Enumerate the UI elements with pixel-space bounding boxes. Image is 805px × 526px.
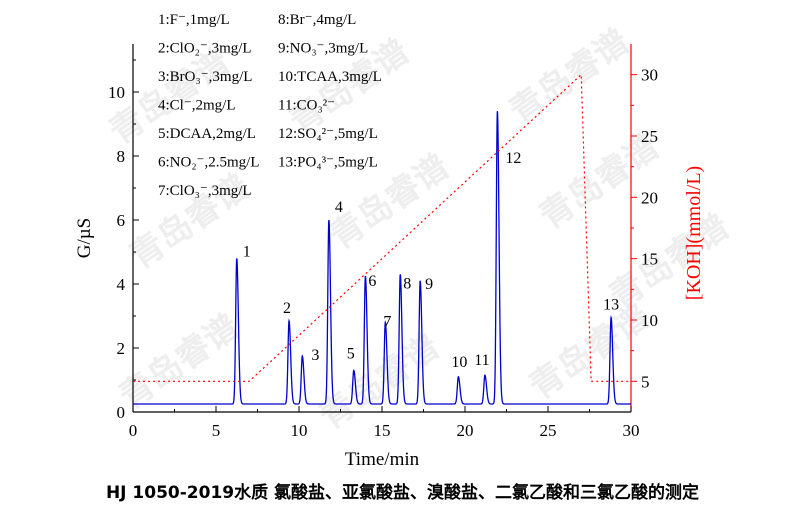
annotation-item: 13:PO₄³⁻,5mg/L	[278, 155, 378, 171]
watermark-text: 青岛睿谱	[112, 307, 246, 418]
x-tick-label: 25	[540, 421, 557, 440]
x-axis-title: Time/min	[345, 449, 420, 470]
annotation-item: 12:SO₄²⁻,5mg/L	[278, 126, 378, 142]
y2-tick-label: 25	[641, 127, 658, 146]
y-tick-label: 2	[117, 339, 126, 358]
x-tick-label: 5	[212, 421, 221, 440]
annotation-list: 1:F⁻,1mg/L 2:ClO₂⁻,3mg/L 3:BrO₃⁻,3mg/L 4:Cl…	[158, 12, 382, 199]
annotation-item: 6:NO₂⁻,2.5mg/L	[158, 155, 259, 171]
y2-tick-label: 20	[641, 188, 658, 207]
y-tick-label: 10	[108, 83, 125, 102]
annotation-item: 1:F⁻,1mg/L	[158, 12, 230, 28]
watermark-text: 青岛睿谱	[502, 22, 636, 133]
y-tick-label: 4	[117, 275, 126, 294]
annotation-item: 2:ClO₂⁻,3mg/L	[158, 41, 252, 57]
annotation-item: 4:Cl⁻,2mg/L	[158, 98, 236, 114]
peak-label: 4	[335, 199, 343, 216]
y2-tick-label: 10	[641, 311, 658, 330]
chromatogram-line	[133, 111, 631, 405]
peak-label: 2	[283, 300, 291, 317]
peak-label: 6	[368, 273, 376, 290]
peak-label: 7	[383, 313, 391, 330]
annotation-item: 7:ClO₃⁻,3mg/L	[158, 183, 252, 199]
peak-label: 12	[505, 150, 521, 167]
y2-axis-title: [KOH](mmol/L)	[683, 166, 705, 300]
y-tick-label: 8	[117, 147, 126, 166]
peak-label: 1	[243, 243, 251, 260]
axes: 0 5 10 15 20 25 30024681051015202530Time/minG/…	[74, 44, 705, 470]
annotation-item: 10:TCAA,3mg/L	[278, 69, 382, 85]
annotation-item: 9:NO₃⁻,3mg/L	[278, 41, 368, 57]
x-tick-label: 10	[291, 421, 308, 440]
peak-label: 3	[311, 347, 319, 364]
x-tick-label: 0	[129, 421, 138, 440]
annotation-item: 11:CO₃²⁻	[278, 98, 335, 114]
y2-tick-label: 5	[641, 372, 650, 391]
peak-label: 10	[451, 354, 467, 371]
peak-label: 5	[347, 345, 355, 362]
peak-label: 8	[403, 275, 411, 292]
annotation-item: 5:DCAA,2mg/L	[158, 126, 256, 142]
x-tick-label: 30	[623, 421, 640, 440]
y-tick-label: 6	[117, 211, 126, 230]
peak-label: 13	[603, 297, 619, 314]
watermark-text: 青岛睿谱	[602, 207, 736, 318]
y-tick-label: 0	[117, 403, 126, 422]
annotation-item: 3:BrO₃⁻,3mg/L	[158, 69, 252, 85]
peak-label: 11	[474, 352, 489, 369]
x-tick-label: 20	[457, 421, 474, 440]
y2-tick-label: 30	[641, 66, 658, 85]
y-axis-title: G/µS	[74, 218, 95, 259]
x-tick-label: 15	[374, 421, 391, 440]
y2-tick-label: 15	[641, 250, 658, 269]
annotation-item: 8:Br⁻,4mg/L	[278, 12, 356, 28]
series-lines	[133, 73, 631, 405]
figure-caption: HJ 1050-2019水质 氯酸盐、亚氯酸盐、溴酸盐、二氯乙酸和三氯乙酸的测定	[105, 483, 700, 503]
peak-label: 9	[425, 276, 433, 293]
